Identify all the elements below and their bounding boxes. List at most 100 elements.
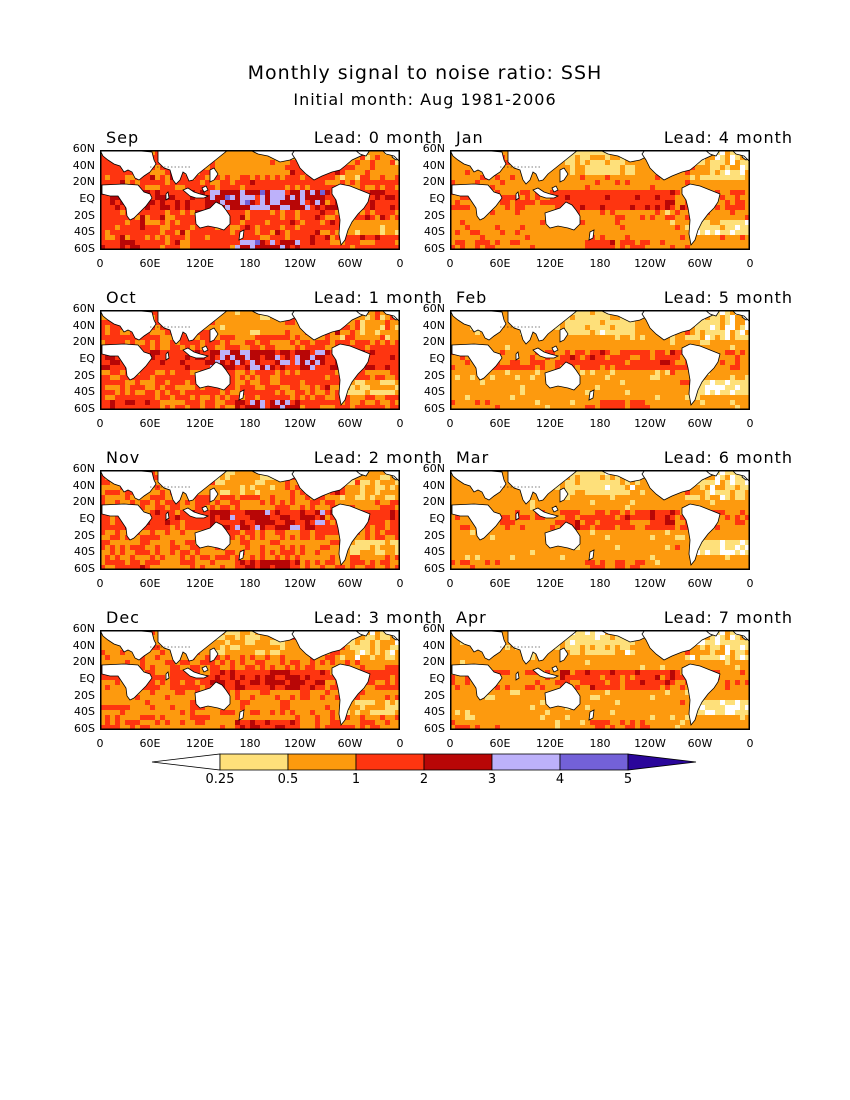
continent-outline [559, 167, 569, 183]
continent-outline [532, 507, 560, 519]
y-tick-label: 40S [424, 385, 445, 399]
y-tick-label: 60N [72, 302, 95, 315]
panel-month-label: Jan [456, 128, 484, 147]
ssh-map [100, 310, 400, 410]
x-tick-label: 60E [489, 257, 511, 270]
panel-month-label: Dec [106, 608, 140, 627]
y-tick-label: 40S [74, 545, 95, 559]
colorbar-swatch [559, 753, 629, 771]
x-tick-label: 60E [139, 737, 161, 750]
continent-outline [101, 343, 153, 381]
continent-outline [588, 709, 595, 721]
continent-outline [194, 201, 231, 231]
panel-month-label: Oct [106, 288, 137, 307]
land-mask [100, 150, 400, 246]
x-tick-label: 120W [284, 737, 316, 750]
x-tick-label: 120E [186, 257, 214, 270]
x-tick-label: 180 [239, 417, 261, 430]
continent-outline [165, 671, 170, 681]
x-tick-label: 120W [634, 417, 666, 430]
panel-lead-label: Lead: 4 month [663, 128, 793, 147]
y-tick-label: 60N [422, 302, 445, 315]
panel-month-label: Apr [456, 608, 487, 627]
x-tick-label: 0 [396, 577, 404, 590]
x-tick-label: 60W [687, 737, 713, 750]
x-tick-label: 0 [446, 737, 454, 750]
continent-outline [381, 470, 400, 483]
x-tick-label: 120E [536, 417, 564, 430]
map-frame [450, 470, 750, 570]
continent-outline [194, 681, 231, 711]
map-panel: Jan Lead: 4 month [448, 128, 798, 278]
panel-lead-label: Lead: 0 month [313, 128, 443, 147]
y-tick-label: 60S [74, 242, 95, 255]
y-tick-label: 60S [74, 722, 95, 735]
x-tick-label: 120W [634, 577, 666, 590]
panel-lead-label: Lead: 2 month [313, 448, 443, 467]
continent-outline [551, 345, 559, 353]
continent-outline [182, 667, 210, 679]
continent-outline [209, 167, 219, 183]
continent-outline [157, 310, 229, 345]
x-tick-label: 120W [634, 737, 666, 750]
x-tick-label: 180 [239, 737, 261, 750]
continent-outline [165, 351, 170, 361]
x-tick-label: 60E [139, 577, 161, 590]
continent-outline [209, 647, 219, 663]
x-tick-label: 120W [634, 257, 666, 270]
land-mask [100, 470, 400, 566]
continent-outline [100, 470, 157, 501]
continent-outline [559, 327, 569, 343]
continent-outline [249, 630, 299, 643]
ssh-map [450, 470, 750, 570]
x-tick-label: 0 [446, 417, 454, 430]
x-tick-label: 60W [337, 417, 363, 430]
ssh-map [100, 150, 400, 250]
ssh-map [100, 630, 400, 730]
continent-outline [450, 150, 507, 181]
panel-month-label: Sep [106, 128, 140, 147]
map-panel: Mar Lead: 6 month [448, 448, 798, 598]
colorbar-swatch [627, 753, 697, 771]
continent-outline [559, 487, 569, 503]
y-tick-label: EQ [79, 352, 95, 365]
continent-outline [238, 549, 245, 561]
map-panel: Oct Lead: 1 month [98, 288, 448, 438]
continent-outline [507, 150, 579, 185]
x-tick-label: 60W [337, 737, 363, 750]
continent-outline [381, 630, 400, 643]
continent-outline [515, 191, 520, 201]
x-tick-label: 120W [284, 257, 316, 270]
y-tick-label: 20S [424, 688, 445, 702]
y-tick-label: 20S [74, 368, 95, 382]
land-mask [450, 630, 750, 726]
y-tick-label: 40S [424, 545, 445, 559]
x-tick-label: 60W [687, 257, 713, 270]
colorbar-tick-label: 5 [623, 772, 633, 787]
x-tick-label: 60W [687, 577, 713, 590]
continent-outline [681, 503, 721, 566]
colorbar-tick-label: 1 [351, 772, 361, 787]
x-tick-label: 180 [589, 737, 611, 750]
y-tick-label: 60N [72, 462, 95, 475]
continent-outline [209, 487, 219, 503]
continent-outline [157, 630, 229, 665]
figure-subtitle: Initial month: Aug 1981-2006 [293, 90, 557, 109]
map-frame [100, 630, 400, 730]
x-tick-label: 60W [337, 577, 363, 590]
panel-lead-label: Lead: 6 month [663, 448, 793, 467]
colorbar-tick-label: 2 [419, 772, 429, 787]
continent-outline [599, 470, 649, 483]
map-panel: Feb Lead: 5 month [448, 288, 798, 438]
map-panel: Nov Lead: 2 month [98, 448, 448, 598]
continent-outline [544, 681, 581, 711]
x-tick-label: 60W [337, 257, 363, 270]
x-tick-label: 60E [489, 417, 511, 430]
continent-outline [101, 183, 153, 221]
continent-outline [544, 521, 581, 551]
y-tick-label: EQ [79, 192, 95, 205]
y-tick-label: 20N [422, 175, 445, 189]
continent-outline [599, 630, 649, 643]
continent-outline [100, 630, 157, 661]
land-mask [450, 150, 750, 246]
